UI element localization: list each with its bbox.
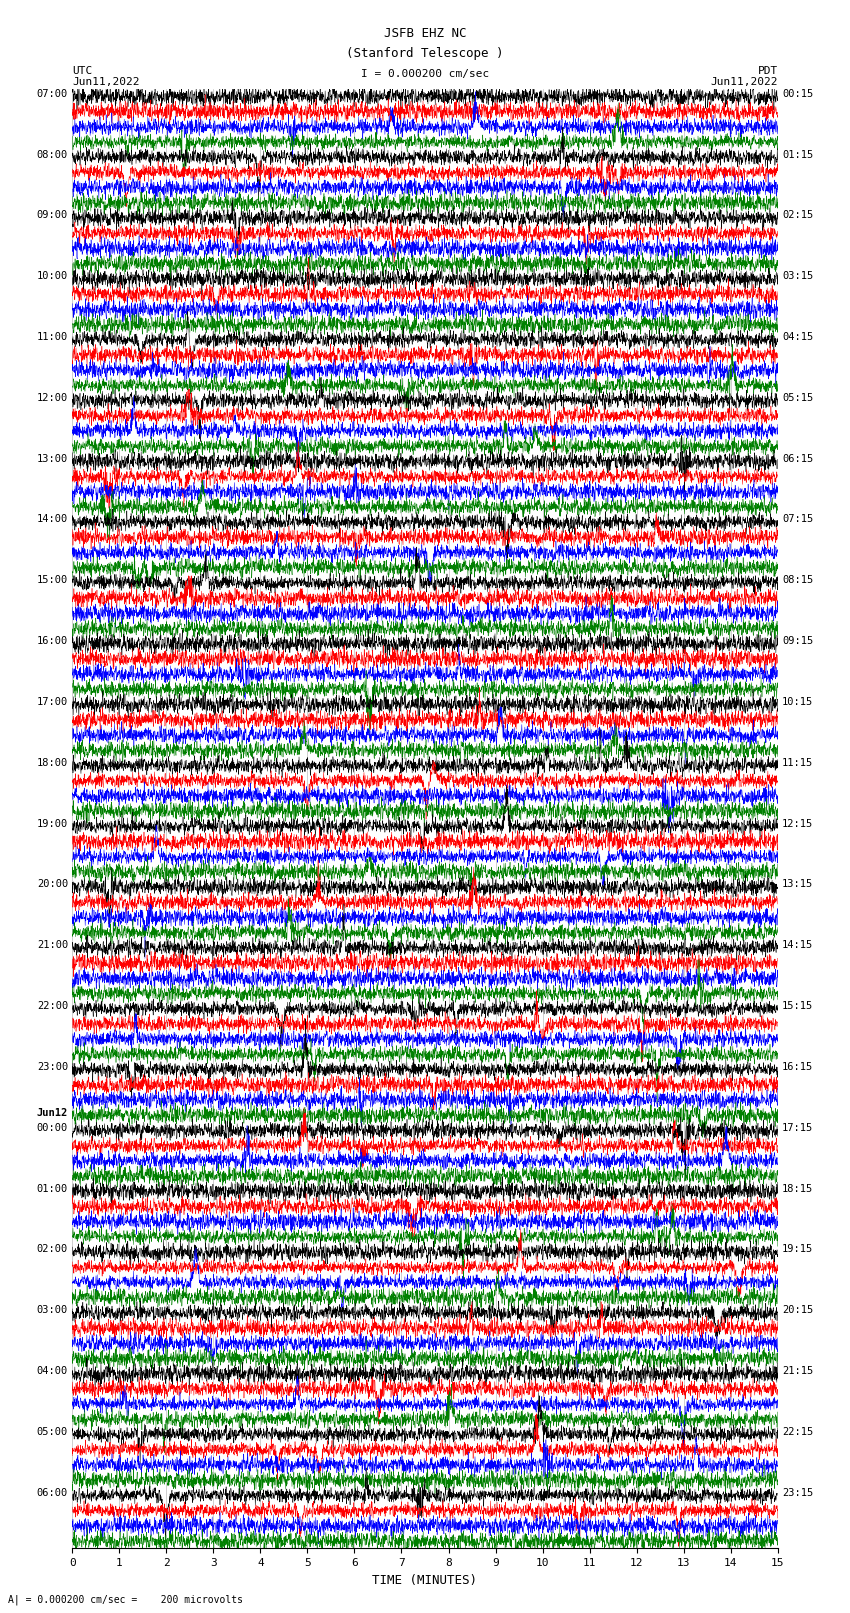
Text: 02:15: 02:15 [782, 210, 813, 221]
Text: Jun12: Jun12 [37, 1108, 68, 1118]
Text: 07:15: 07:15 [782, 515, 813, 524]
Text: PDT: PDT [757, 66, 778, 76]
Text: 21:15: 21:15 [782, 1366, 813, 1376]
Text: 12:00: 12:00 [37, 394, 68, 403]
Text: 04:00: 04:00 [37, 1366, 68, 1376]
Text: 17:15: 17:15 [782, 1123, 813, 1132]
Text: 08:00: 08:00 [37, 150, 68, 160]
Text: 12:15: 12:15 [782, 819, 813, 829]
Text: 22:00: 22:00 [37, 1002, 68, 1011]
Text: 06:15: 06:15 [782, 453, 813, 463]
Text: 01:15: 01:15 [782, 150, 813, 160]
Text: 20:15: 20:15 [782, 1305, 813, 1315]
Text: UTC: UTC [72, 66, 93, 76]
Text: 01:00: 01:00 [37, 1184, 68, 1194]
Text: 15:00: 15:00 [37, 576, 68, 586]
Text: 20:00: 20:00 [37, 879, 68, 889]
Text: 09:15: 09:15 [782, 636, 813, 647]
X-axis label: TIME (MINUTES): TIME (MINUTES) [372, 1574, 478, 1587]
Text: 16:00: 16:00 [37, 636, 68, 647]
Text: A| = 0.000200 cm/sec =    200 microvolts: A| = 0.000200 cm/sec = 200 microvolts [8, 1594, 243, 1605]
Text: (Stanford Telescope ): (Stanford Telescope ) [346, 47, 504, 60]
Text: 19:00: 19:00 [37, 819, 68, 829]
Text: 08:15: 08:15 [782, 576, 813, 586]
Text: 11:15: 11:15 [782, 758, 813, 768]
Text: 15:15: 15:15 [782, 1002, 813, 1011]
Text: 11:00: 11:00 [37, 332, 68, 342]
Text: 00:00: 00:00 [37, 1123, 68, 1132]
Text: JSFB EHZ NC: JSFB EHZ NC [383, 27, 467, 40]
Text: Jun11,2022: Jun11,2022 [72, 77, 139, 87]
Text: 03:15: 03:15 [782, 271, 813, 281]
Text: 23:00: 23:00 [37, 1061, 68, 1073]
Text: I = 0.000200 cm/sec: I = 0.000200 cm/sec [361, 69, 489, 79]
Text: 21:00: 21:00 [37, 940, 68, 950]
Text: 04:15: 04:15 [782, 332, 813, 342]
Text: 14:15: 14:15 [782, 940, 813, 950]
Text: 09:00: 09:00 [37, 210, 68, 221]
Text: 19:15: 19:15 [782, 1244, 813, 1255]
Text: 05:00: 05:00 [37, 1428, 68, 1437]
Text: 23:15: 23:15 [782, 1487, 813, 1497]
Text: 16:15: 16:15 [782, 1061, 813, 1073]
Text: 17:00: 17:00 [37, 697, 68, 706]
Text: 02:00: 02:00 [37, 1244, 68, 1255]
Text: 18:15: 18:15 [782, 1184, 813, 1194]
Text: Jun11,2022: Jun11,2022 [711, 77, 778, 87]
Text: 03:00: 03:00 [37, 1305, 68, 1315]
Text: 07:00: 07:00 [37, 89, 68, 98]
Text: 00:15: 00:15 [782, 89, 813, 98]
Text: 10:00: 10:00 [37, 271, 68, 281]
Text: 22:15: 22:15 [782, 1428, 813, 1437]
Text: 10:15: 10:15 [782, 697, 813, 706]
Text: 14:00: 14:00 [37, 515, 68, 524]
Text: 13:15: 13:15 [782, 879, 813, 889]
Text: 05:15: 05:15 [782, 394, 813, 403]
Text: 18:00: 18:00 [37, 758, 68, 768]
Text: 13:00: 13:00 [37, 453, 68, 463]
Text: 06:00: 06:00 [37, 1487, 68, 1497]
